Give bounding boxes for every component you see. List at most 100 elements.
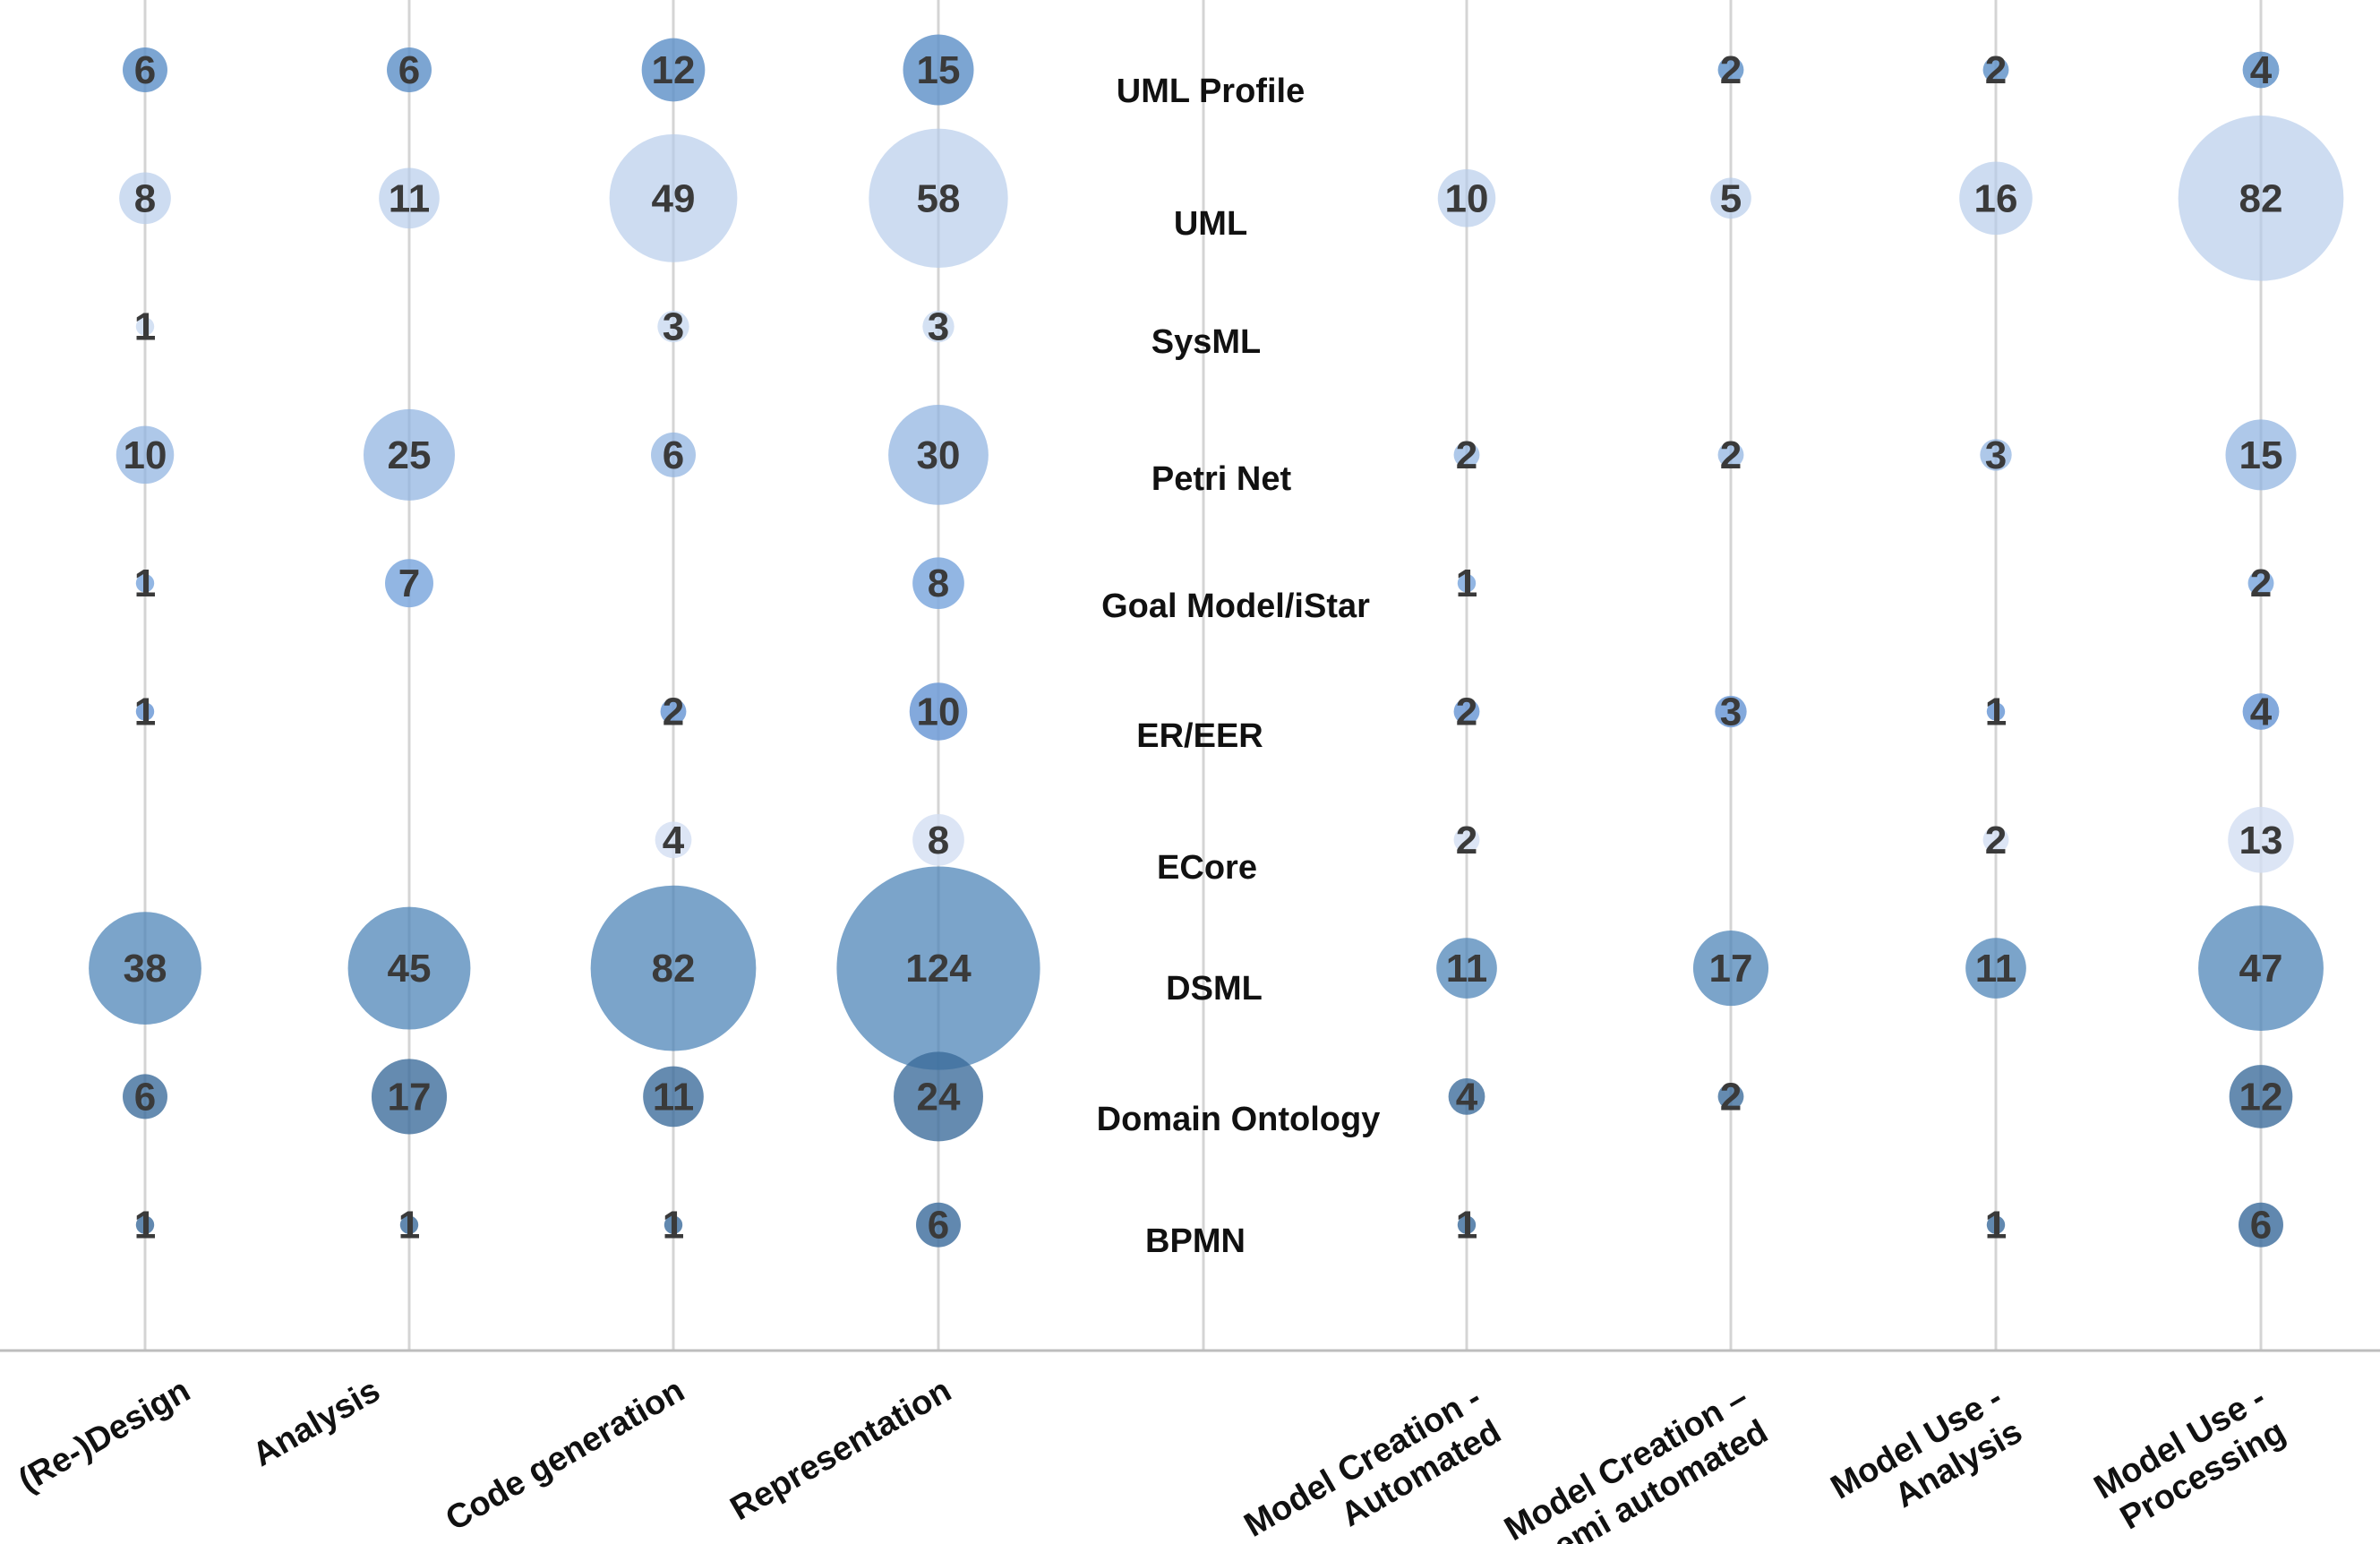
- bubble-uml-profile-re-design-value: 6: [134, 48, 156, 92]
- row-label-petri-net: Petri Net: [1151, 460, 1292, 498]
- bubble-ecore-model-use-processing: [2228, 807, 2294, 873]
- bubble-bpmn-analysis-value: 1: [398, 1204, 420, 1248]
- bubble-dsml-analysis: [347, 906, 471, 1030]
- bubble-bpmn-analysis: [399, 1215, 419, 1234]
- bubble-domain-ontology-model-creation-semi-automated-value: 2: [1720, 1075, 1742, 1119]
- bubble-uml-model-use-analysis: [1959, 161, 2033, 236]
- bubble-domain-ontology-model-creation-semi-automated: [1717, 1083, 1744, 1110]
- bubble-domain-ontology-model-use-processing: [2229, 1065, 2293, 1128]
- bubble-er-eer-model-use-analysis: [1986, 702, 2006, 721]
- bubble-dsml-analysis-value: 45: [388, 947, 432, 991]
- bubble-uml-analysis-value: 11: [389, 176, 431, 220]
- bubble-uml-profile-code-generation: [641, 38, 706, 102]
- bubble-uml-profile-code-generation-value: 12: [652, 48, 696, 92]
- bubble-uml-profile-analysis-value: 6: [398, 48, 420, 92]
- bubble-petri-net-model-use-analysis-value: 3: [1985, 433, 2007, 477]
- bubble-er-eer-model-use-processing: [2242, 693, 2280, 730]
- x-label-line: Representation: [724, 1372, 958, 1529]
- bubble-domain-ontology-model-creation-automated: [1448, 1078, 1485, 1115]
- bubble-uml-model-use-processing: [2178, 115, 2344, 281]
- bubble-uml-re-design: [119, 172, 171, 225]
- row-label-bpmn: BPMN: [1145, 1222, 1246, 1260]
- bubble-goal-model-istar-analysis-value: 7: [398, 562, 420, 605]
- bubble-er-eer-model-use-analysis-value: 1: [1985, 691, 2007, 734]
- bubble-uml-model-use-analysis-value: 16: [1974, 176, 2018, 220]
- bubble-er-eer-model-creation-semi-automated-value: 3: [1720, 691, 1742, 734]
- bubble-dsml-re-design: [89, 912, 201, 1025]
- x-label-line: (Re-)Design: [13, 1372, 197, 1500]
- bubble-sysml-representation: [922, 310, 955, 343]
- bubble-uml-profile-analysis: [387, 47, 432, 92]
- bubble-goal-model-istar-representation-value: 8: [928, 562, 949, 605]
- row-label-uml: UML: [1174, 205, 1247, 243]
- bubble-er-eer-re-design-value: 1: [134, 691, 156, 734]
- bubble-petri-net-model-use-processing: [2225, 419, 2297, 491]
- bubble-petri-net-model-use-analysis: [1980, 439, 2012, 471]
- bubble-petri-net-analysis-value: 25: [388, 433, 432, 477]
- row-label-er-eer: ER/EER: [1136, 717, 1263, 755]
- bubble-petri-net-code-generation-value: 6: [663, 433, 684, 477]
- x-axis-labels: (Re-)Design Analysis Code generation Repres…: [13, 1372, 2292, 1544]
- bubble-ecore-model-use-analysis: [1982, 827, 2009, 853]
- bubble-uml-analysis: [379, 167, 440, 229]
- bubble-dsml-model-creation-semi-automated: [1692, 931, 1769, 1007]
- bubble-uml-profile-model-use-analysis-value: 2: [1985, 48, 2007, 92]
- row-label-ecore: ECore: [1157, 849, 1257, 887]
- bubble-er-eer-code-generation: [660, 699, 687, 725]
- bubble-sysml-re-design: [135, 317, 155, 336]
- bubble-ecore-representation: [912, 813, 964, 866]
- bubble-er-eer-representation-value: 10: [917, 691, 961, 734]
- bubble-uml-re-design-value: 8: [134, 176, 156, 220]
- bubble-bpmn-model-use-processing: [2239, 1202, 2283, 1248]
- bubble-uml-model-creation-semi-automated: [1710, 177, 1751, 219]
- bubble-ecore-model-creation-automated-value: 2: [1456, 819, 1477, 862]
- bubble-uml-profile-model-creation-semi-automated: [1717, 56, 1744, 83]
- bubble-domain-ontology-re-design-value: 6: [134, 1075, 156, 1119]
- bubble-dsml-model-use-analysis-value: 11: [1975, 947, 2017, 991]
- bubble-ecore-model-use-analysis-value: 2: [1985, 819, 2007, 862]
- x-label-line: Code generation: [440, 1372, 691, 1539]
- bubble-dsml-code-generation-value: 82: [652, 947, 696, 991]
- row-label-goal-model-istar: Goal Model/iStar: [1101, 588, 1370, 625]
- bubble-petri-net-analysis: [364, 408, 455, 501]
- bubble-domain-ontology-re-design: [123, 1074, 167, 1119]
- bubble-bpmn-model-creation-automated-value: 1: [1456, 1204, 1477, 1248]
- bubble-goal-model-istar-model-use-processing: [2247, 570, 2274, 596]
- x-label-re-design: (Re-)Design: [13, 1372, 197, 1500]
- bubble-er-eer-representation: [909, 682, 968, 741]
- bubble-uml-profile-model-creation-semi-automated-value: 2: [1720, 48, 1742, 92]
- bubble-dsml-model-creation-automated-value: 11: [1446, 947, 1488, 991]
- bubble-er-eer-re-design: [135, 702, 155, 721]
- x-label-code-generation: Code generation: [440, 1372, 691, 1539]
- bubble-uml-profile-model-use-processing: [2242, 51, 2280, 89]
- x-label-line: Analysis: [246, 1372, 386, 1475]
- bubble-er-eer-model-creation-semi-automated: [1715, 695, 1747, 728]
- bubbles-layer: 6 6 12 15 2 2 48 11 49 58 10 5 16 821 3 310 25 6 30 2 2 3 151 7…: [89, 34, 2344, 1248]
- bubble-uml-code-generation: [609, 133, 738, 262]
- bubble-petri-net-representation: [888, 405, 989, 505]
- bubble-petri-net-model-creation-semi-automated: [1717, 442, 1744, 468]
- bubble-goal-model-istar-analysis: [385, 559, 433, 608]
- bubble-dsml-model-use-processing: [2198, 905, 2324, 1032]
- bubble-bpmn-re-design: [135, 1215, 155, 1234]
- x-label-model-creation-semi-automated: Model Creation –semi automated: [1498, 1379, 1774, 1544]
- bubble-domain-ontology-representation: [894, 1051, 983, 1142]
- grid-lines: [143, 0, 2263, 1351]
- x-label-model-use-processing: Model Use -Processing: [2088, 1379, 2292, 1538]
- bubble-uml-profile-re-design: [123, 47, 167, 92]
- bubble-uml-model-creation-automated: [1437, 169, 1496, 227]
- bubble-uml-representation: [869, 128, 1008, 268]
- bubble-domain-ontology-analysis-value: 17: [388, 1075, 432, 1119]
- bubble-bpmn-representation-value: 6: [928, 1204, 949, 1248]
- bubble-sysml-representation-value: 3: [928, 305, 949, 349]
- bubble-goal-model-istar-re-design: [135, 574, 155, 593]
- bubble-uml-code-generation-value: 49: [652, 176, 696, 220]
- x-label-model-creation-automated: Model Creation -Automated: [1238, 1379, 1508, 1544]
- bubble-dsml-model-use-analysis: [1965, 938, 2026, 999]
- row-label-dsml: DSML: [1166, 970, 1263, 1008]
- bubble-domain-ontology-code-generation: [643, 1066, 704, 1128]
- bubble-uml-model-use-processing-value: 82: [2239, 176, 2283, 220]
- bubble-petri-net-model-use-processing-value: 15: [2239, 433, 2283, 477]
- bubble-bpmn-model-use-analysis-value: 1: [1985, 1204, 2007, 1248]
- bubble-domain-ontology-model-creation-automated-value: 4: [1456, 1075, 1478, 1119]
